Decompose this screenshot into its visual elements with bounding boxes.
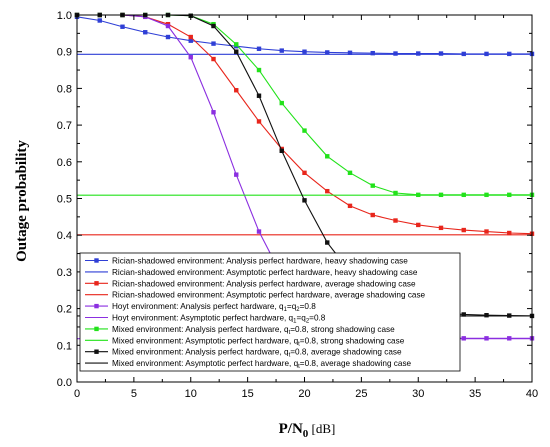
data-point [256, 93, 262, 98]
data-point [325, 154, 330, 159]
x-tick-label: 5 [131, 388, 137, 400]
data-point [165, 23, 171, 29]
data-point [143, 30, 148, 35]
data-point [165, 34, 171, 40]
data-point [279, 48, 284, 53]
legend-label: Rician-shadowed environment: Asymptotic … [112, 268, 418, 277]
x-tick-label: 0 [74, 388, 80, 400]
x-tick-label: 35 [469, 388, 481, 400]
x-tick-label: 15 [242, 388, 254, 400]
data-point [484, 313, 489, 318]
data-point [507, 230, 512, 236]
data-point [279, 148, 284, 153]
data-point [188, 34, 193, 40]
legend-label: Rician-shadowed environment: Analysis pe… [112, 257, 408, 266]
x-tick-label: 20 [298, 388, 310, 400]
data-point [461, 312, 466, 317]
data-point [302, 170, 307, 176]
legend-box [79, 252, 461, 372]
data-point [211, 110, 216, 115]
data-point [279, 100, 284, 106]
data-point [438, 225, 444, 231]
data-point [256, 67, 262, 73]
y-tick-label: 0.1 [57, 340, 72, 352]
legend-swatch-marker [94, 349, 99, 354]
legend-label: Hoyt environment: Asymptotic perfect har… [112, 314, 326, 325]
legend-swatch-marker [94, 258, 99, 263]
data-point [120, 24, 125, 29]
legend-label: Mixed environment: Asymptotic perfect ha… [112, 336, 405, 347]
data-point [393, 51, 398, 56]
data-point [370, 183, 375, 188]
y-axis-title: Outage probability [14, 140, 30, 262]
y-tick-label: 0.0 [57, 377, 72, 389]
data-point [234, 42, 239, 47]
y-tick-label: 0.4 [57, 230, 72, 242]
data-point [256, 119, 262, 124]
data-point [234, 172, 239, 177]
series-line-6 [77, 14, 532, 196]
series-line-0 [76, 16, 532, 55]
data-point [325, 50, 330, 55]
y-tick-label: 0.6 [57, 157, 72, 169]
y-tick-label: 1.0 [57, 10, 72, 22]
y-tick-label: 0.3 [57, 267, 72, 279]
legend-swatch-marker [94, 326, 99, 332]
data-point [416, 222, 421, 228]
data-point [188, 55, 193, 60]
data-point [188, 38, 193, 43]
plot-axes: 0 5 10 15 20 25 30 35 40 0.0 0.1 0.2 0.3 0.4 0.5 0.6 0.7… [57, 10, 538, 400]
data-point [347, 50, 353, 56]
data-point [234, 49, 239, 54]
data-point [302, 49, 307, 54]
legend-swatch-marker [94, 281, 99, 286]
data-point [416, 51, 421, 56]
data-point [325, 188, 330, 194]
data-point [211, 56, 216, 62]
data-point [234, 88, 239, 93]
y-tick-label: 0.5 [57, 194, 72, 206]
legend-label: Mixed environment: Analysis perfect hard… [112, 325, 395, 336]
legend-label: Mixed environment: Asymptotic perfect ha… [112, 359, 412, 370]
data-point [211, 23, 216, 29]
data-point [302, 198, 307, 203]
legend: Rician-shadowed environment: Analysis pe… [79, 252, 461, 372]
data-point [302, 128, 307, 133]
data-point [97, 18, 102, 23]
y-tick-label: 0.7 [57, 120, 72, 132]
y-tick-label: 0.2 [57, 304, 72, 316]
legend-label: Hoyt environment: Analysis perfect hardw… [112, 302, 316, 313]
y-tick-label: 0.8 [57, 83, 72, 95]
data-point [438, 51, 444, 56]
data-point [393, 218, 398, 223]
x-tick-label: 30 [412, 388, 424, 400]
data-point [256, 229, 262, 234]
data-point [325, 240, 330, 245]
data-point [393, 190, 398, 196]
data-point [370, 212, 375, 218]
x-axis-title: P/N0 [dB] [279, 421, 336, 440]
legend-swatch-marker [94, 303, 99, 309]
data-point [256, 46, 262, 51]
legend-label: Mixed environment: Analysis perfect hard… [112, 348, 402, 359]
x-tick-label: 25 [355, 388, 367, 400]
legend-label: Rician-shadowed environment: Asymptotic … [112, 291, 426, 300]
legend-label: Rician-shadowed environment: Analysis pe… [112, 279, 416, 288]
data-point [484, 229, 489, 234]
x-tick-label: 10 [185, 388, 197, 400]
data-point [347, 203, 353, 209]
data-point [211, 41, 216, 46]
data-point [461, 227, 466, 233]
data-point [347, 170, 353, 176]
y-tick-label: 0.9 [57, 47, 72, 59]
data-point [370, 50, 375, 56]
x-tick-label: 40 [526, 388, 538, 400]
